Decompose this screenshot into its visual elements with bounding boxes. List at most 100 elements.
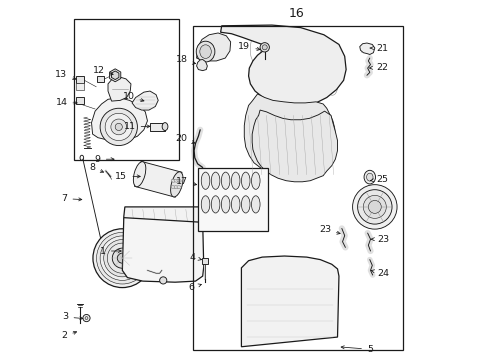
Bar <box>76 83 84 90</box>
Text: 19: 19 <box>238 42 260 51</box>
Polygon shape <box>196 33 231 61</box>
Text: 7: 7 <box>61 194 82 203</box>
Polygon shape <box>108 77 131 101</box>
Circle shape <box>163 216 169 222</box>
Text: 10: 10 <box>122 92 144 102</box>
Circle shape <box>130 212 136 218</box>
Ellipse shape <box>367 173 373 181</box>
Circle shape <box>104 239 141 277</box>
Text: 5: 5 <box>341 345 373 354</box>
Polygon shape <box>360 43 375 54</box>
Ellipse shape <box>231 196 240 213</box>
Circle shape <box>160 277 167 284</box>
Bar <box>97 76 104 82</box>
Polygon shape <box>252 110 338 182</box>
Text: 25: 25 <box>370 175 388 184</box>
Polygon shape <box>111 71 119 80</box>
Text: 14: 14 <box>55 98 77 107</box>
Ellipse shape <box>201 196 210 213</box>
Text: 16: 16 <box>289 8 305 21</box>
Ellipse shape <box>211 196 220 213</box>
Ellipse shape <box>177 186 181 189</box>
Circle shape <box>364 195 386 219</box>
Ellipse shape <box>251 196 260 213</box>
Bar <box>74 19 179 160</box>
Ellipse shape <box>174 186 178 189</box>
Text: 21: 21 <box>370 44 388 53</box>
Ellipse shape <box>201 172 210 189</box>
Circle shape <box>105 113 132 140</box>
Text: 11: 11 <box>123 122 150 131</box>
Polygon shape <box>220 25 346 107</box>
Ellipse shape <box>231 172 240 189</box>
Text: 12: 12 <box>93 66 113 75</box>
Text: 23: 23 <box>371 235 389 244</box>
Bar <box>150 123 165 131</box>
Ellipse shape <box>171 179 175 182</box>
Circle shape <box>262 45 267 50</box>
Polygon shape <box>196 59 207 71</box>
Text: 22: 22 <box>369 63 388 72</box>
Text: 1: 1 <box>100 247 121 256</box>
Ellipse shape <box>364 170 375 184</box>
Ellipse shape <box>162 123 168 131</box>
Circle shape <box>117 253 127 263</box>
Bar <box>193 26 403 350</box>
Polygon shape <box>245 94 335 175</box>
Circle shape <box>142 215 147 221</box>
Polygon shape <box>132 91 158 110</box>
Ellipse shape <box>196 41 215 62</box>
Ellipse shape <box>177 179 181 182</box>
Ellipse shape <box>221 172 230 189</box>
Ellipse shape <box>251 172 260 189</box>
Ellipse shape <box>221 196 230 213</box>
Bar <box>76 76 84 83</box>
Bar <box>76 97 84 104</box>
Circle shape <box>111 119 126 135</box>
Circle shape <box>358 190 392 224</box>
Circle shape <box>353 185 397 229</box>
Text: 6: 6 <box>189 283 201 292</box>
Ellipse shape <box>242 172 250 189</box>
Text: 3: 3 <box>62 312 83 321</box>
Polygon shape <box>92 98 147 141</box>
Circle shape <box>97 232 148 284</box>
Text: 8: 8 <box>89 163 103 172</box>
Text: 18: 18 <box>175 55 196 64</box>
Circle shape <box>85 317 88 319</box>
Text: 23: 23 <box>319 225 340 234</box>
Circle shape <box>83 315 90 321</box>
Polygon shape <box>122 218 204 282</box>
Text: 2: 2 <box>61 331 76 341</box>
Circle shape <box>93 229 152 288</box>
Bar <box>198 168 269 231</box>
Text: 4: 4 <box>190 253 201 262</box>
Bar <box>134 161 182 197</box>
Text: 15: 15 <box>115 172 140 181</box>
Ellipse shape <box>242 196 250 213</box>
Text: 9: 9 <box>95 155 114 164</box>
Ellipse shape <box>171 186 175 189</box>
Circle shape <box>185 215 191 221</box>
Polygon shape <box>242 256 339 347</box>
Bar <box>202 258 208 264</box>
Circle shape <box>112 248 132 268</box>
Text: 17: 17 <box>176 177 196 186</box>
Ellipse shape <box>174 179 178 182</box>
Ellipse shape <box>200 45 211 58</box>
Polygon shape <box>110 69 121 82</box>
Circle shape <box>260 42 270 52</box>
Polygon shape <box>124 207 204 240</box>
Ellipse shape <box>133 162 146 187</box>
Circle shape <box>100 108 137 145</box>
Ellipse shape <box>211 172 220 189</box>
Circle shape <box>194 211 199 217</box>
Ellipse shape <box>171 172 183 197</box>
Text: 20: 20 <box>175 134 195 144</box>
Circle shape <box>115 123 122 131</box>
Text: 24: 24 <box>371 269 389 278</box>
Circle shape <box>107 243 137 273</box>
Text: 13: 13 <box>55 70 76 80</box>
Circle shape <box>100 236 145 280</box>
Circle shape <box>368 201 381 213</box>
